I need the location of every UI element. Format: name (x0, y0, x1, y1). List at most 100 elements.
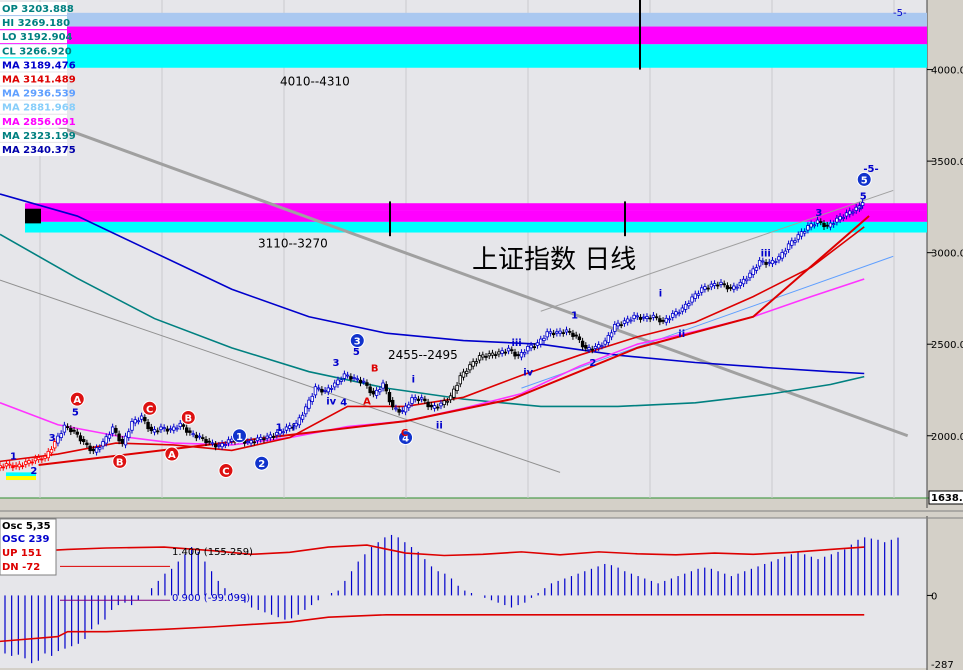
candle-body (62, 424, 67, 433)
candle-body (352, 377, 356, 379)
candle-body (139, 415, 144, 420)
wave-marker-circle (349, 333, 365, 349)
wave-marker-label: 1 (236, 432, 243, 443)
candle-body (419, 397, 424, 400)
candle-body (510, 349, 514, 352)
wave-text-label: ii (436, 420, 443, 431)
wave-marker-circle (218, 463, 234, 479)
candle-body (426, 401, 430, 408)
candle-body (333, 382, 337, 388)
candle-body (207, 440, 211, 443)
last-price-label: 1638. (931, 493, 963, 504)
candle-body (757, 259, 762, 267)
candle-body (53, 441, 57, 449)
candle-body (767, 261, 771, 264)
wave-marker-circle (164, 446, 180, 462)
candle-body (181, 424, 186, 427)
candle-body (101, 441, 105, 447)
wave-text-label: A (363, 397, 371, 408)
candle-body (172, 426, 176, 431)
candle-body (326, 387, 331, 393)
candle-body (706, 287, 710, 290)
candle-body (625, 318, 630, 323)
candle-body (542, 337, 546, 341)
osc-annotation-upper: 1.400 (155.259) (172, 547, 253, 558)
candle-body (14, 465, 18, 467)
wave-marker-label: 3 (354, 337, 361, 348)
wave-text-label: C (401, 428, 408, 439)
candle-body (439, 402, 443, 407)
target-zone-label: 4010--4310 (280, 75, 350, 89)
candle-body (745, 278, 749, 282)
candle-body (859, 206, 863, 209)
channel-line-thin (0, 279, 561, 473)
candle-body (143, 417, 147, 422)
candle-body (123, 435, 128, 446)
wave-text-label: ii (678, 329, 685, 340)
osc-plot-bg (0, 518, 927, 668)
candle-body (580, 340, 585, 348)
candle-body (30, 461, 34, 464)
candle-body (11, 465, 15, 469)
osc-tick-zero: 0 (931, 591, 937, 602)
candle-body (622, 320, 627, 324)
candle-body (246, 441, 250, 444)
candle-body (526, 346, 530, 352)
legend-entry: MA 2323.199 (2, 131, 76, 142)
candle-body (831, 223, 836, 226)
candle-body (403, 405, 408, 413)
candle-body (271, 435, 276, 438)
candle-body (442, 400, 446, 406)
candle-body (642, 316, 646, 319)
candle-body (674, 311, 678, 316)
candle-body (407, 404, 411, 409)
target-zone-label: 3110--3270 (258, 237, 328, 251)
candle-body (703, 286, 707, 290)
candle-body (7, 463, 12, 466)
candle-body (78, 435, 83, 442)
candle-body (390, 399, 395, 408)
candle-body (596, 344, 601, 349)
candle-body (136, 420, 141, 423)
wave-text-label: 3 (815, 208, 822, 219)
candle-body (506, 347, 511, 352)
upper-channel-line (540, 189, 894, 312)
candle-body (36, 457, 41, 460)
osc-legend-entry: UP 151 (2, 548, 42, 559)
wave-marker-circle (856, 171, 872, 187)
candle-body (287, 425, 292, 429)
candle-body (841, 217, 846, 219)
y-tick-label: 3500.0 (931, 157, 963, 168)
candle-body (313, 386, 318, 396)
target-zone-top (25, 203, 927, 211)
candle-body (712, 283, 717, 287)
candle-body (4, 463, 9, 467)
candle-body (165, 428, 170, 432)
candle-body (49, 449, 54, 454)
wave-marker-label: A (73, 395, 81, 406)
zone-marker-block (25, 208, 41, 224)
candle-body (436, 406, 440, 409)
candle-body (600, 345, 604, 348)
candle-body (201, 437, 205, 439)
candle-body (362, 380, 366, 383)
wave-marker-label: B (116, 457, 124, 468)
candle-body (860, 202, 865, 206)
wave-text-label: B (371, 364, 379, 375)
osc-dn-line (0, 613, 865, 643)
candle-body (452, 388, 456, 398)
candle-body (564, 329, 569, 333)
candle-body (33, 457, 38, 462)
candle-body (545, 331, 549, 338)
candle-body (355, 378, 359, 381)
candle-body (632, 314, 636, 319)
panel-separator (0, 508, 963, 516)
candle-body (371, 390, 376, 395)
legend-entry: MA 2936.539 (2, 89, 76, 100)
wave-text-label: 3 (333, 358, 340, 369)
candle-body (522, 351, 527, 355)
candle-body (130, 421, 134, 431)
candle-body (606, 335, 611, 343)
osc-tick-min: -287 (931, 660, 954, 670)
candle-body (455, 384, 459, 391)
